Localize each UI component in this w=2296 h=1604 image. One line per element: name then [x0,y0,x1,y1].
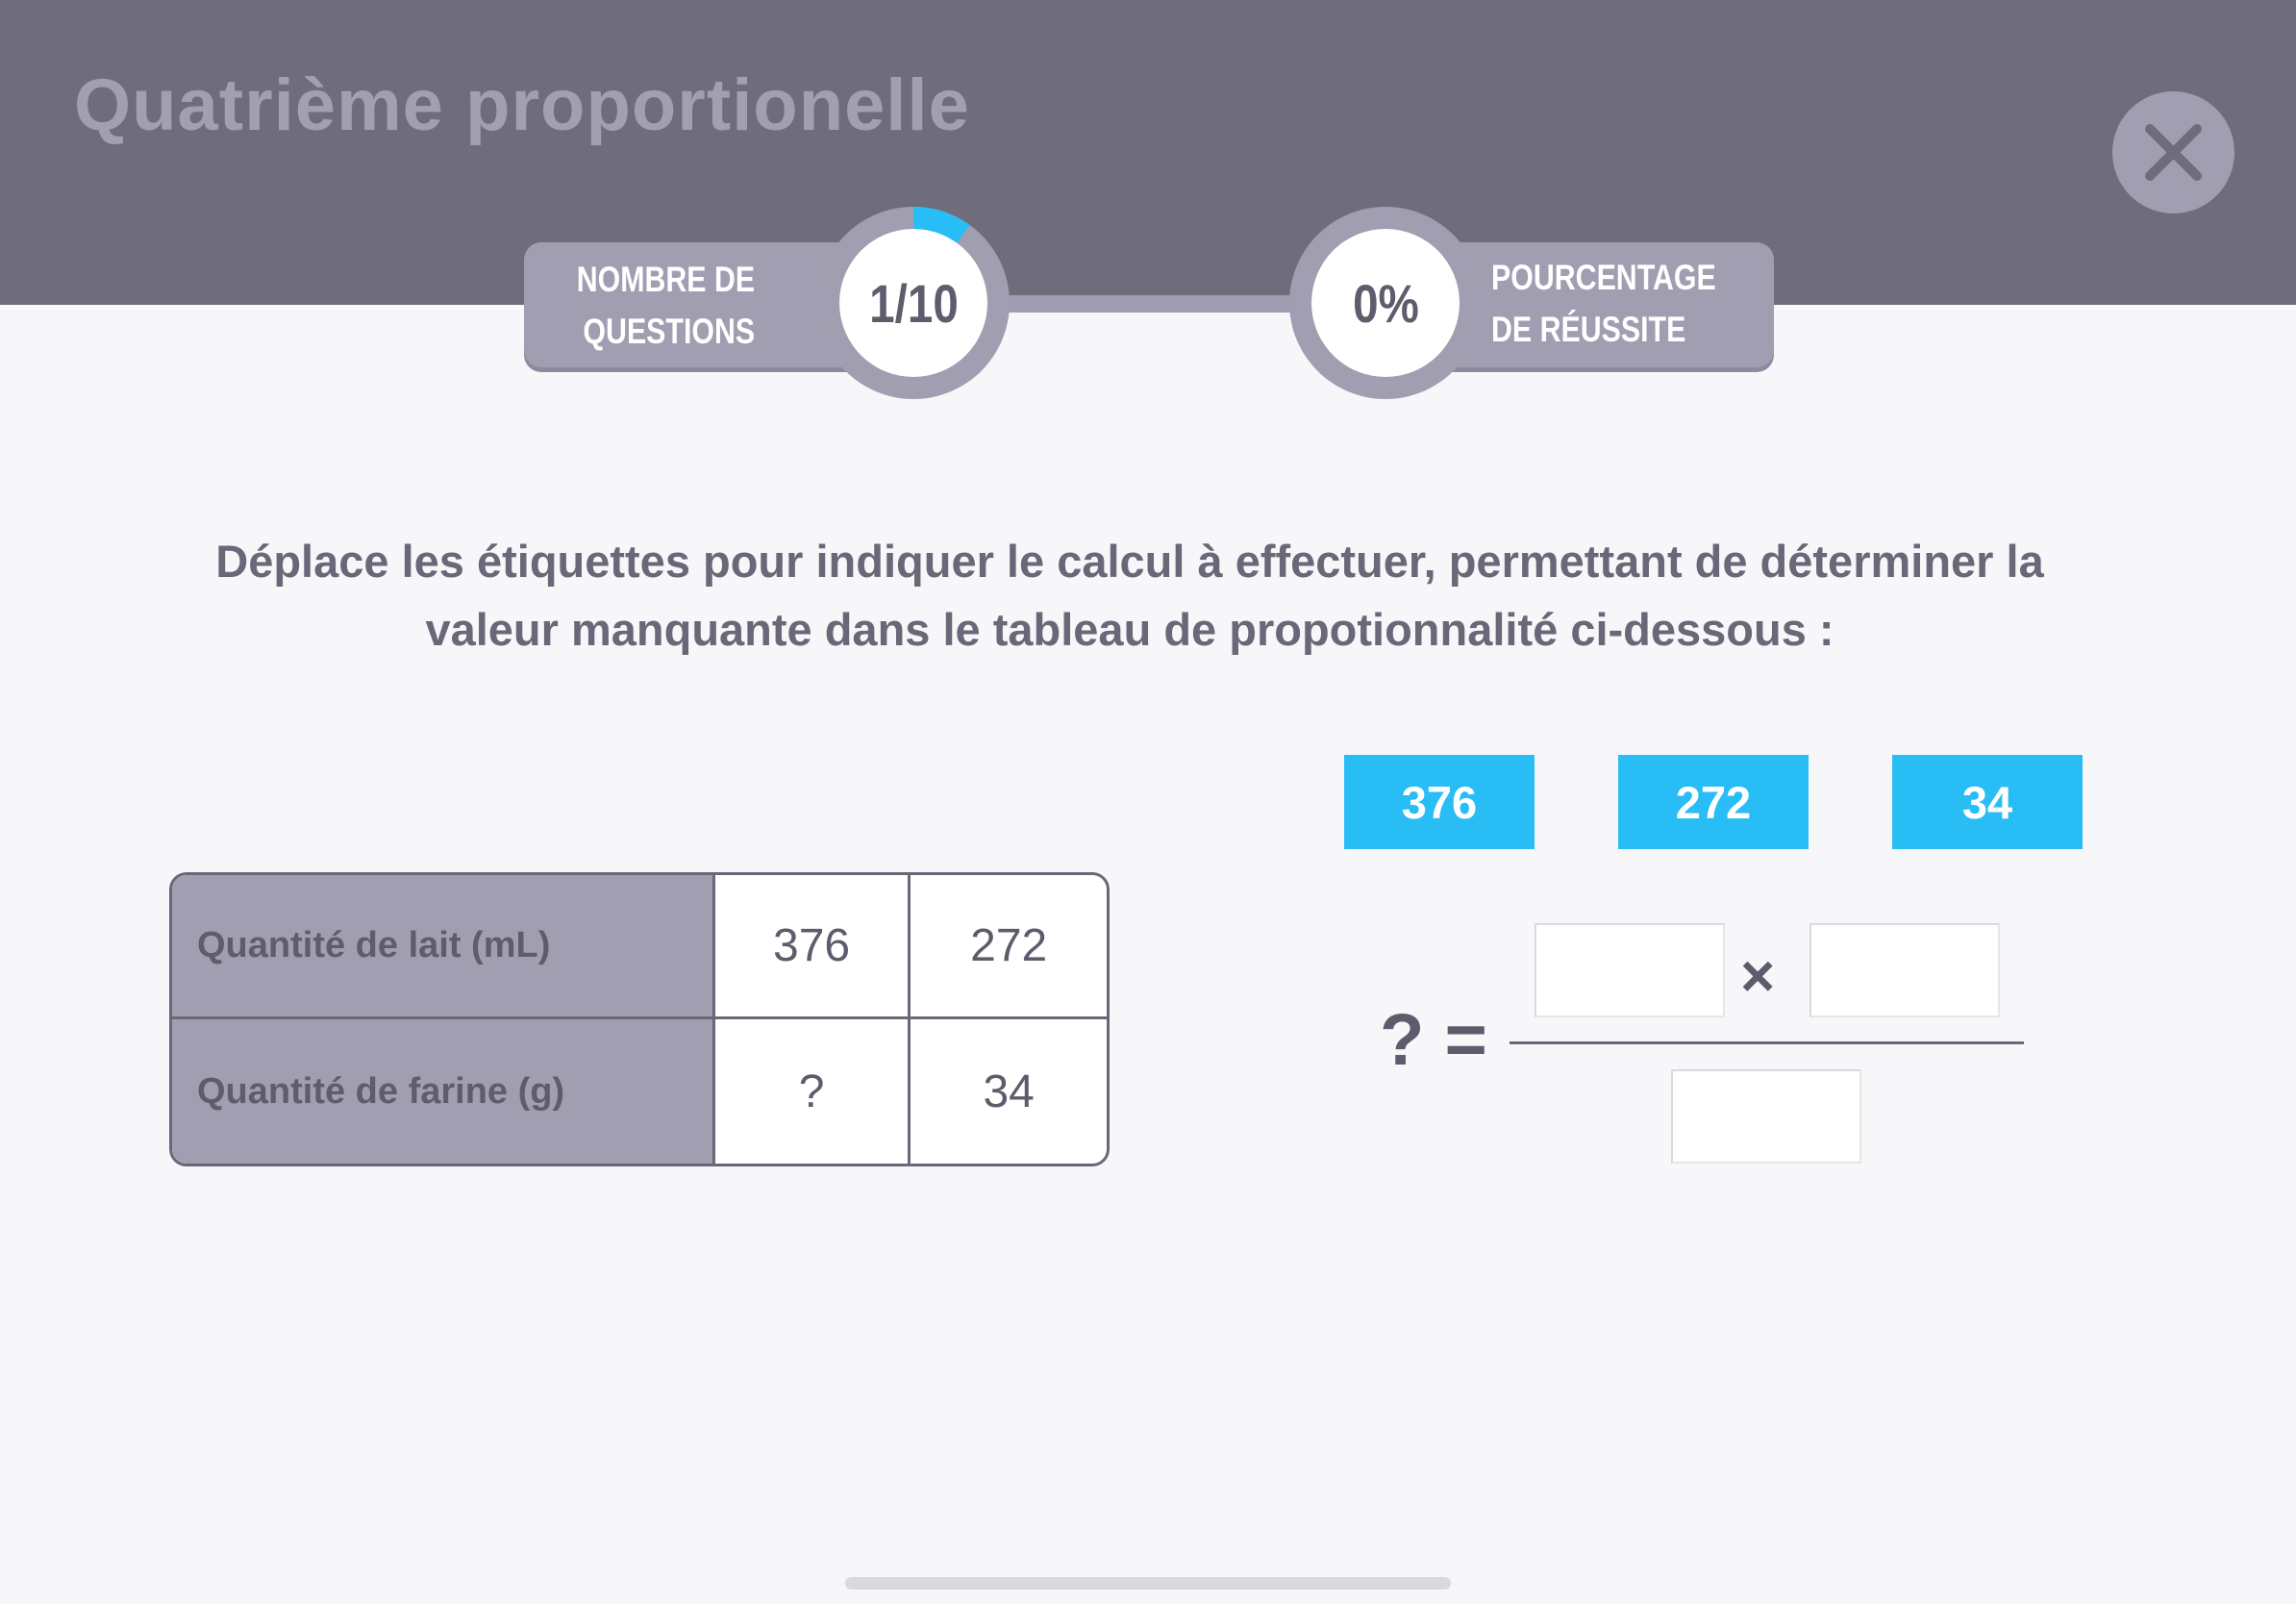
success-rate-ring: 0% [1289,207,1482,399]
success-label-line1: POURCENTAGE [1491,258,1716,297]
questions-progress-ring: 1/10 [817,207,1010,399]
success-rate-label: POURCENTAGE DE RÉUSSITE [1491,252,1716,356]
home-indicator[interactable] [845,1577,1451,1590]
questions-count-circle: 1/10 [839,229,987,377]
denominator-slot[interactable] [1671,1069,1861,1164]
instruction-text: Déplace les étiquettes pour indiquer le … [144,527,2115,664]
draggable-tag-34[interactable]: 34 [1892,755,2083,849]
page-title: Quatrième proportionelle [74,64,970,146]
table-row: Quantité de farine (g) ? 34 [172,1019,1107,1164]
table-row: Quantité de lait (mL) 376 272 [172,875,1107,1019]
questions-label-line1: NOMBRE DE [576,260,755,299]
progress-arc-fill [912,207,970,243]
row-label-flour: Quantité de farine (g) [172,1019,715,1164]
questions-count-value: 1/10 [868,272,959,334]
questions-label-line2: QUESTIONS [583,312,755,351]
equation-lhs: ? = [1380,999,1487,1081]
instruction-line1: Déplace les étiquettes pour indiquer le … [215,536,2044,587]
fraction-bar [1510,1041,2024,1044]
multiply-sign: × [1740,943,1776,1010]
row-label-milk: Quantité de lait (mL) [172,875,715,1019]
draggable-tag-376[interactable]: 376 [1344,755,1535,849]
table-cell: 34 [983,1065,1035,1117]
table-cell: 272 [911,875,1107,1019]
instruction-line2: valeur manquante dans le tableau de prop… [425,604,1834,655]
draggable-tag-272[interactable]: 272 [1618,755,1809,849]
proportionality-table: Quantité de lait (mL) 376 272 Quantité d… [169,872,1110,1166]
progress-connector [990,295,1308,313]
success-rate-value: 0% [1352,272,1419,334]
numerator-slot-1[interactable] [1535,923,1725,1017]
progress-arc [912,207,970,243]
close-button[interactable] [2112,91,2234,213]
questions-count-label: NOMBRE DE QUESTIONS [577,254,755,358]
table-cell: 376 [714,875,911,1019]
close-icon [2145,124,2202,181]
numerator-slot-2[interactable] [1809,923,2000,1017]
unknown-cell: ? [715,1019,911,1164]
success-rate-circle: 0% [1311,229,1460,377]
header-bar: Quatrième proportionelle [0,0,2296,305]
success-label-line2: DE RÉUSSITE [1491,310,1686,349]
